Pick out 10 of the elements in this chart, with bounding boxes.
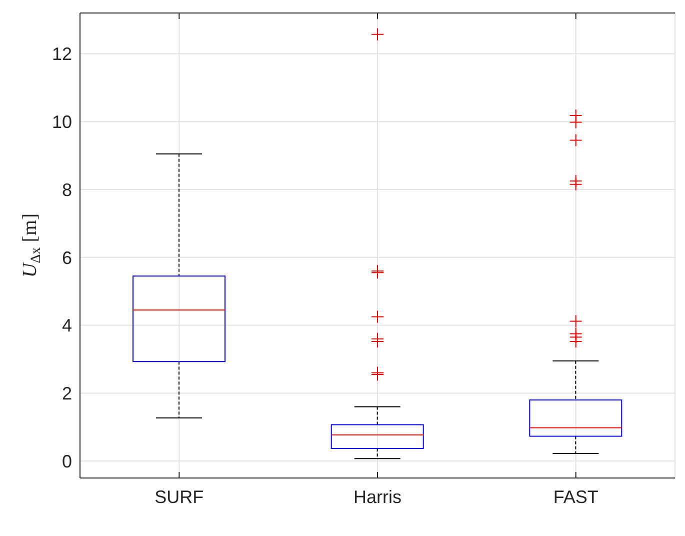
y-tick-label: 8 xyxy=(62,180,72,200)
y-tick-label: 6 xyxy=(62,248,72,268)
x-tick-label: FAST xyxy=(553,486,598,507)
y-tick-label: 10 xyxy=(52,112,72,132)
x-tick-label: SURF xyxy=(154,486,204,507)
y-tick-label: 2 xyxy=(62,384,72,404)
y-tick-label: 0 xyxy=(62,451,72,472)
y-tick-label: 12 xyxy=(52,44,72,64)
y-tick-label: 4 xyxy=(62,316,72,336)
x-tick-label: Harris xyxy=(354,486,402,507)
